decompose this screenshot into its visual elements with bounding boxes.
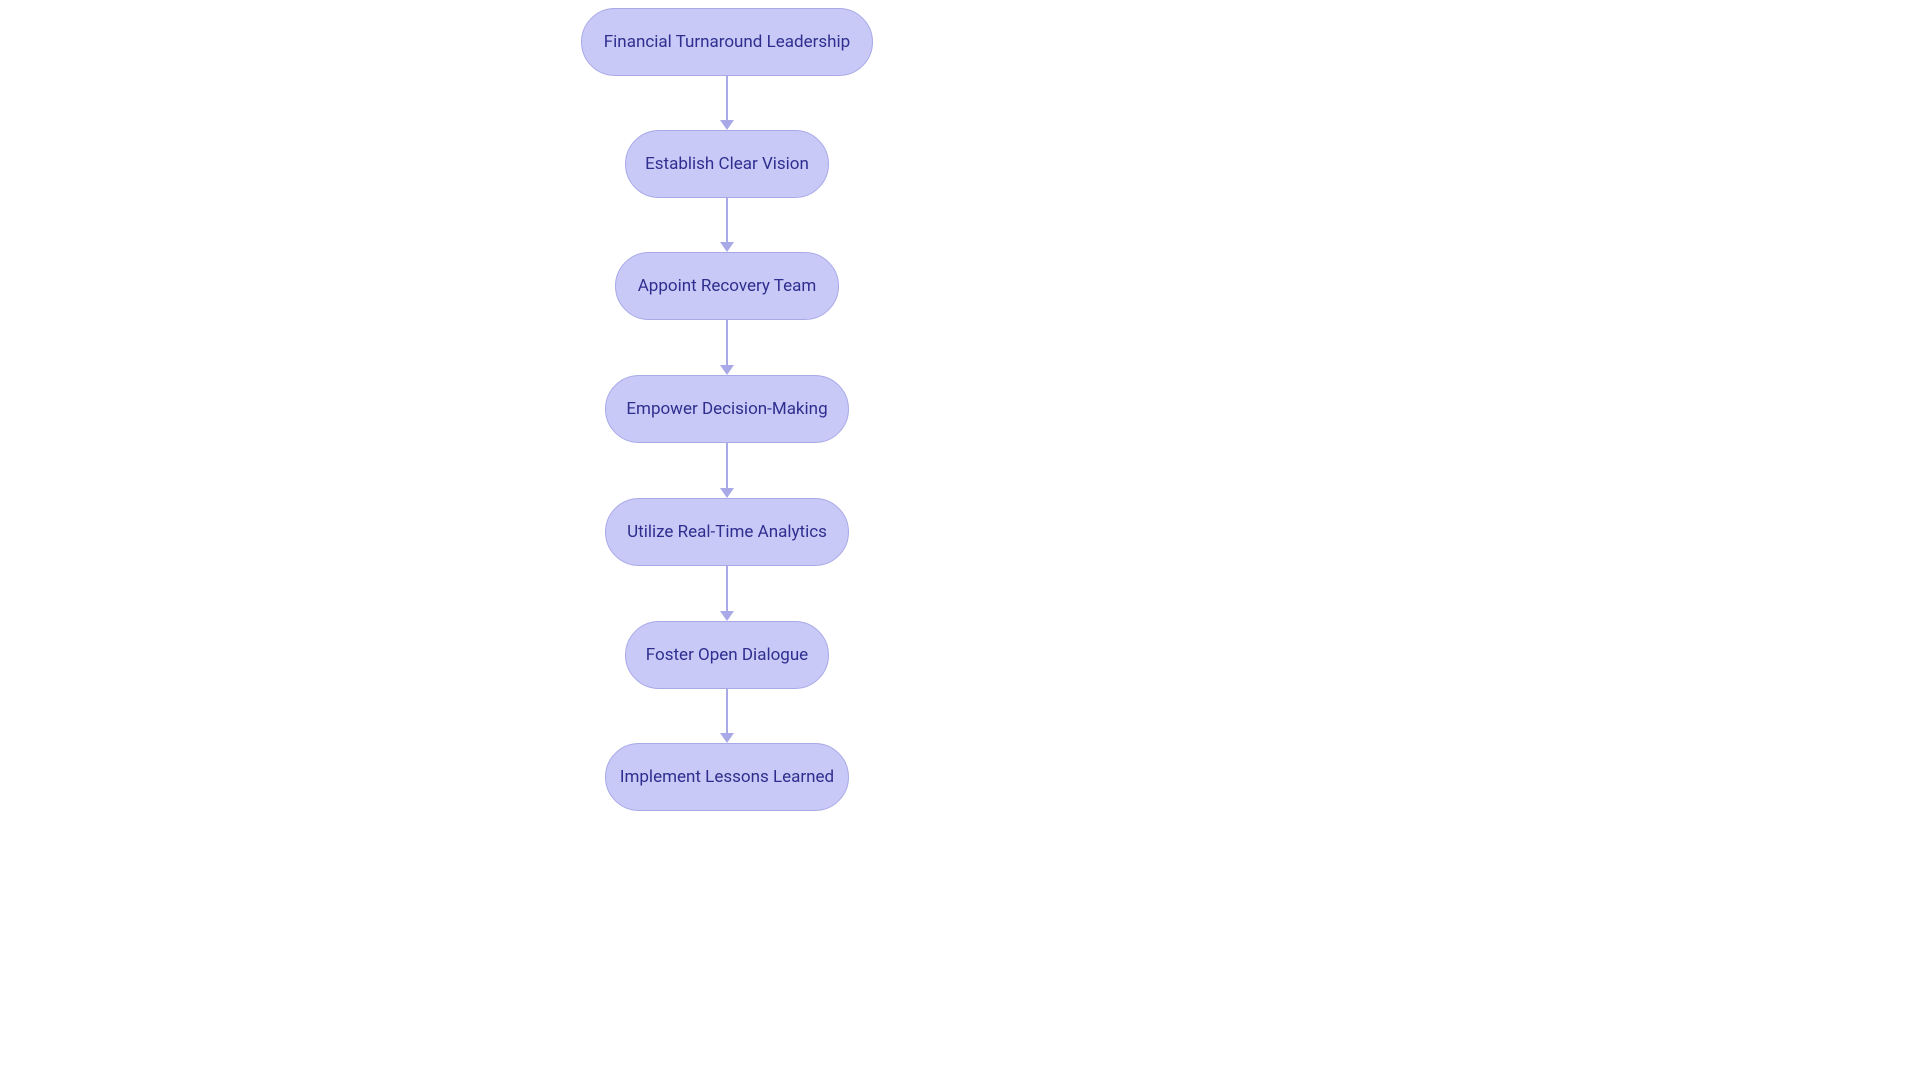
arrow-line — [726, 76, 728, 120]
flow-arrow — [720, 76, 734, 130]
arrow-head-icon — [720, 488, 734, 498]
flow-node-n2: Appoint Recovery Team — [615, 252, 839, 320]
arrow-line — [726, 689, 728, 733]
flow-arrow — [720, 198, 734, 252]
flow-node-label: Establish Clear Vision — [645, 154, 809, 174]
arrow-head-icon — [720, 611, 734, 621]
flow-arrow — [720, 689, 734, 743]
flow-arrow — [720, 320, 734, 375]
flow-arrow — [720, 443, 734, 498]
arrow-line — [726, 320, 728, 365]
flow-node-n5: Foster Open Dialogue — [625, 621, 829, 689]
arrow-head-icon — [720, 242, 734, 252]
flowchart-canvas: Financial Turnaround Leadership Establish… — [0, 0, 1920, 1083]
arrow-head-icon — [720, 733, 734, 743]
arrow-head-icon — [720, 365, 734, 375]
arrow-line — [726, 566, 728, 611]
flow-node-n1: Establish Clear Vision — [625, 130, 829, 198]
arrow-line — [726, 443, 728, 488]
arrow-line — [726, 198, 728, 242]
flow-node-label: Utilize Real-Time Analytics — [627, 522, 827, 542]
flow-node-n6: Implement Lessons Learned — [605, 743, 849, 811]
arrow-head-icon — [720, 120, 734, 130]
flow-node-label: Foster Open Dialogue — [646, 645, 808, 665]
flow-node-label: Appoint Recovery Team — [638, 276, 817, 296]
flow-node-label: Financial Turnaround Leadership — [604, 32, 850, 52]
flow-node-n3: Empower Decision-Making — [605, 375, 849, 443]
flow-node-label: Empower Decision-Making — [626, 399, 827, 419]
flow-node-label: Implement Lessons Learned — [620, 767, 834, 787]
flow-arrow — [720, 566, 734, 621]
flow-node-n4: Utilize Real-Time Analytics — [605, 498, 849, 566]
flow-node-n0: Financial Turnaround Leadership — [581, 8, 873, 76]
